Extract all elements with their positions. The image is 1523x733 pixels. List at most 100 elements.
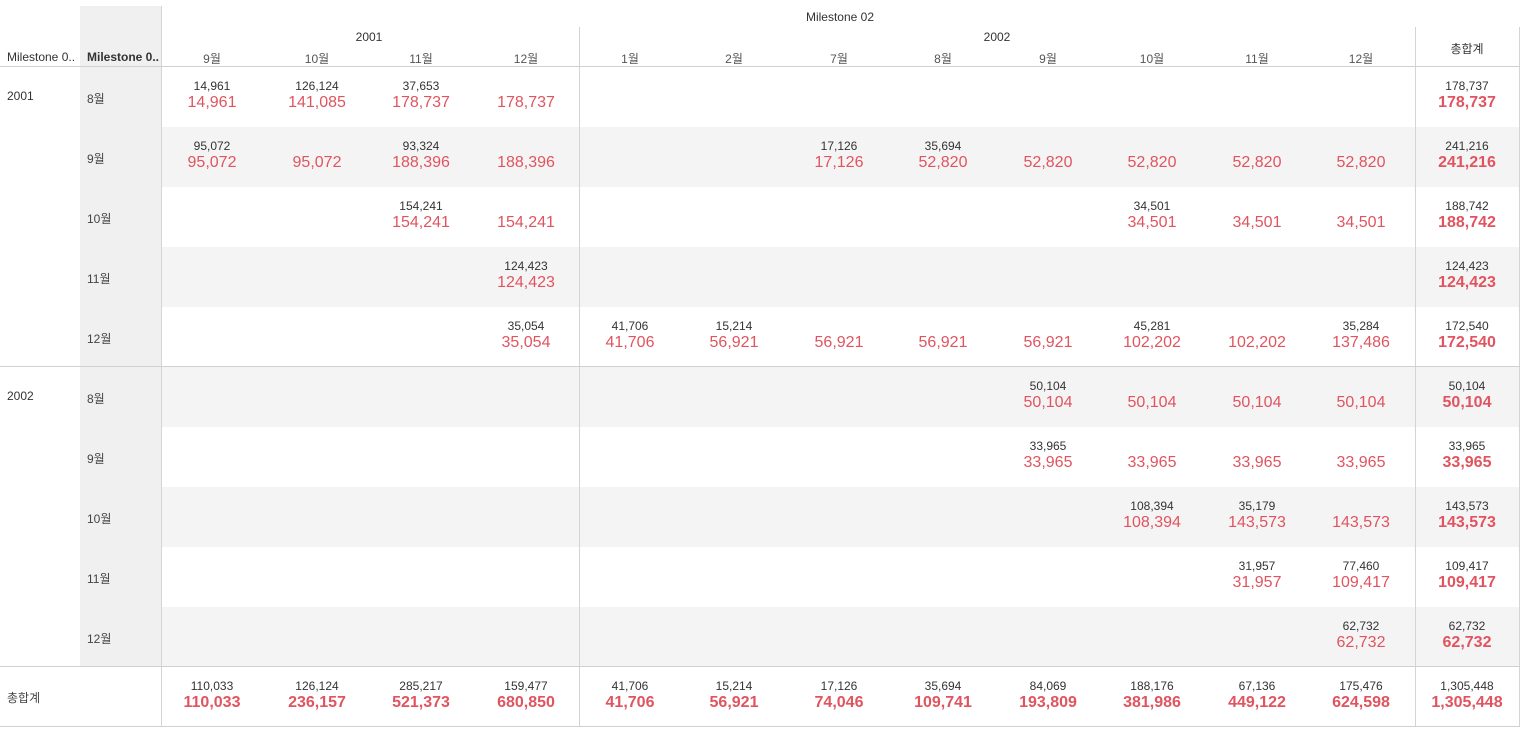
col-month-header[interactable]: 1월 xyxy=(621,52,639,66)
col-month-header[interactable]: 7월 xyxy=(830,52,848,66)
row-total-value: 50,104 xyxy=(1448,379,1486,393)
cell-running-total: 178,737 xyxy=(392,94,450,111)
row-month-label[interactable]: 9월 xyxy=(87,452,105,466)
table-cell: 34,501 xyxy=(1309,199,1413,233)
cell-running-total: 95,072 xyxy=(292,154,342,171)
cell-value xyxy=(1309,139,1413,153)
grand-total-value: 110,033 xyxy=(190,679,234,693)
table-cell: 52,820 xyxy=(1100,139,1204,173)
cell-value xyxy=(996,319,1100,333)
cell-running-total: 178,737 xyxy=(497,94,555,111)
column-field-header[interactable]: Milestone 02 xyxy=(805,10,875,24)
cell-running-total: 109,417 xyxy=(1332,574,1390,591)
table-cell: 154,241 154,241 xyxy=(369,199,473,233)
cell-value: 126,124 xyxy=(295,79,339,93)
grand-total-header[interactable]: 총합계 xyxy=(1450,42,1484,56)
row-month-label[interactable]: 12월 xyxy=(87,332,112,346)
col-month-header[interactable]: 12월 xyxy=(1348,52,1374,66)
grand-total-value: 67,136 xyxy=(1238,679,1276,693)
table-cell: 126,124 141,085 xyxy=(265,79,369,113)
grand-total-running: 74,046 xyxy=(814,694,864,711)
grand-total-row-label[interactable]: 총합계 xyxy=(7,691,41,705)
col-month-header[interactable]: 11월 xyxy=(1245,52,1269,66)
row-month-label[interactable]: 11월 xyxy=(87,272,111,286)
cell-value xyxy=(474,199,578,213)
col-month-header[interactable]: 9월 xyxy=(203,52,221,66)
row-year-label[interactable]: 2001 xyxy=(7,89,34,103)
table-cell: 52,820 xyxy=(996,139,1100,173)
cell-running-total: 14,961 xyxy=(187,94,237,111)
row-header-bg xyxy=(80,367,162,427)
row-field-header-month[interactable]: Milestone 0.. xyxy=(87,50,160,64)
row-month-label[interactable]: 10월 xyxy=(87,512,112,526)
col-month-header[interactable]: 12월 xyxy=(513,52,539,66)
row-month-label[interactable]: 10월 xyxy=(87,212,112,226)
table-cell: 37,653 178,737 xyxy=(369,79,473,113)
cell-value xyxy=(1309,199,1413,213)
table-cell: 178,737 xyxy=(474,79,578,113)
table-cell: 17,126 17,126 xyxy=(787,139,891,173)
grand-total-cell: 15,214 56,921 xyxy=(682,679,786,713)
grand-total-value: 15,214 xyxy=(715,679,753,693)
table-cell: 31,957 31,957 xyxy=(1205,559,1309,593)
table-bottom-line xyxy=(0,726,1520,727)
row-month-label[interactable]: 12월 xyxy=(87,632,112,646)
table-cell: 95,072 95,072 xyxy=(160,139,264,173)
grand-total-running: 193,809 xyxy=(1019,694,1077,711)
row-month-label[interactable]: 11월 xyxy=(87,572,111,586)
cell-running-total: 33,965 xyxy=(1232,454,1282,471)
cell-running-total: 52,820 xyxy=(1336,154,1386,171)
row-total-running: 241,216 xyxy=(1438,154,1496,171)
row-header-bg xyxy=(80,127,162,187)
col-year-2002: 2002 xyxy=(983,30,1011,44)
row-year-label[interactable]: 2002 xyxy=(7,389,34,403)
grand-total-value: 285,217 xyxy=(399,679,443,693)
table-cell: 95,072 xyxy=(265,139,369,173)
table-cell: 77,460 109,417 xyxy=(1309,559,1413,593)
row-header-bg xyxy=(80,487,162,547)
col-month-header[interactable]: 8월 xyxy=(934,52,952,66)
col-month-header[interactable]: 10월 xyxy=(1139,52,1165,66)
grand-total-cell: 188,176 381,986 xyxy=(1100,679,1204,713)
grand-total-cell: 175,476 624,598 xyxy=(1309,679,1413,713)
grand-total-running: 236,157 xyxy=(288,694,346,711)
row-month-label[interactable]: 8월 xyxy=(87,392,105,406)
cell-running-total: 34,501 xyxy=(1127,214,1177,231)
row-total-value: 143,573 xyxy=(1445,499,1489,513)
table-cell: 154,241 xyxy=(474,199,578,233)
col-month-header[interactable]: 10월 xyxy=(304,52,330,66)
row-grand-total: 109,417 109,417 xyxy=(1415,559,1519,593)
row-grand-total: 124,423 124,423 xyxy=(1415,259,1519,293)
row-grand-total: 62,732 62,732 xyxy=(1415,619,1519,653)
row-total-value: 33,965 xyxy=(1448,439,1486,453)
col-month-header[interactable]: 11월 xyxy=(409,52,433,66)
cell-running-total: 50,104 xyxy=(1127,394,1177,411)
row-month-label[interactable]: 9월 xyxy=(87,152,105,166)
cell-running-total: 56,921 xyxy=(709,334,759,351)
table-cell: 41,706 41,706 xyxy=(578,319,682,353)
table-cell: 35,694 52,820 xyxy=(891,139,995,173)
cell-value: 14,961 xyxy=(193,79,231,93)
row-month-label[interactable]: 8월 xyxy=(87,92,105,106)
cell-running-total: 56,921 xyxy=(1023,334,1073,351)
cell-value xyxy=(1100,439,1204,453)
grand-total-running: 109,741 xyxy=(914,694,972,711)
table-cell: 45,281 102,202 xyxy=(1100,319,1204,353)
grand-total-cell: 126,124 236,157 xyxy=(265,679,369,713)
table-cell: 108,394 108,394 xyxy=(1100,499,1204,533)
table-cell: 124,423 124,423 xyxy=(474,259,578,293)
row-field-header-year[interactable]: Milestone 0.. xyxy=(7,50,76,64)
row-total-running: 124,423 xyxy=(1438,274,1496,291)
row-band xyxy=(80,127,1520,187)
cell-value xyxy=(1100,379,1204,393)
cell-running-total: 188,396 xyxy=(392,154,450,171)
cell-running-total: 35,054 xyxy=(501,334,551,351)
table-cell: 56,921 xyxy=(787,319,891,353)
col-month-header[interactable]: 2월 xyxy=(725,52,743,66)
cell-running-total: 33,965 xyxy=(1336,454,1386,471)
table-cell: 14,961 14,961 xyxy=(160,79,264,113)
row-band xyxy=(80,487,1520,547)
table-cell: 35,284 137,486 xyxy=(1309,319,1413,353)
overall-total-running: 1,305,448 xyxy=(1431,694,1503,711)
col-month-header[interactable]: 9월 xyxy=(1039,52,1057,66)
